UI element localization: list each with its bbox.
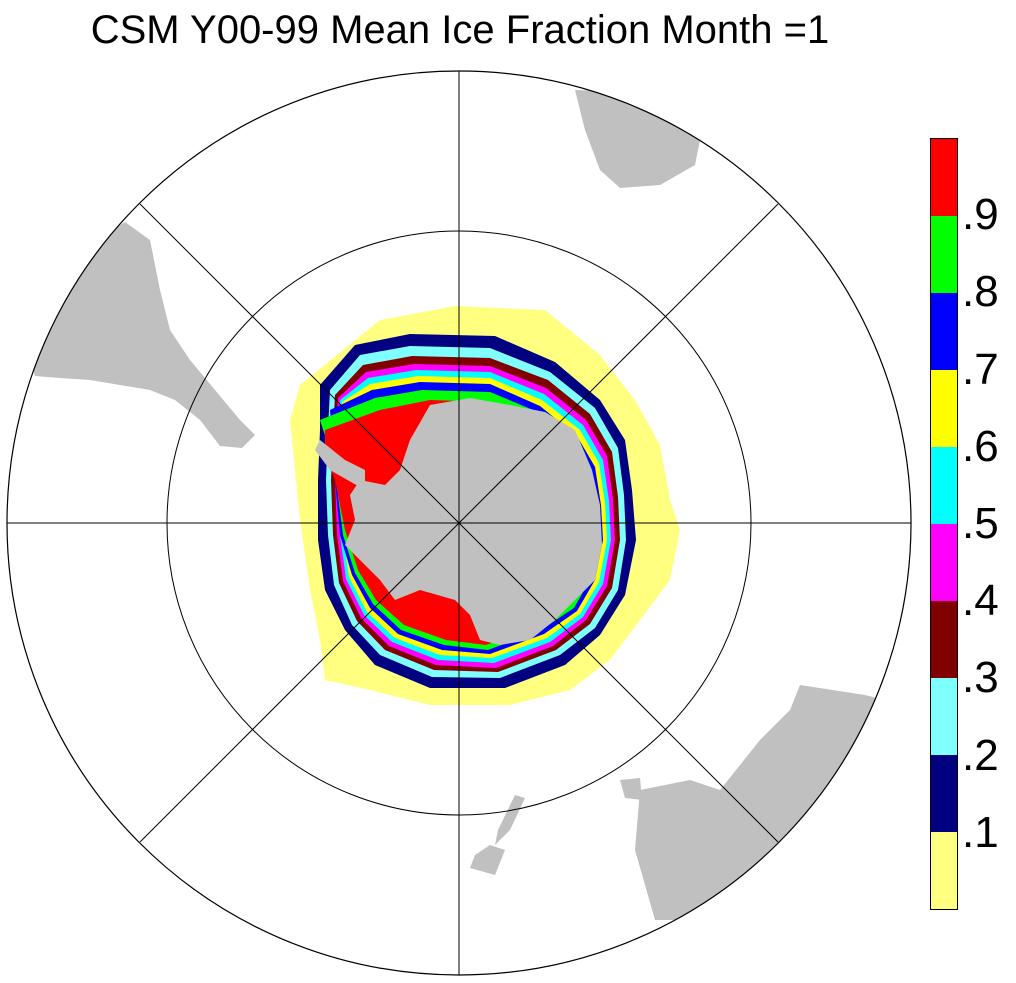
colorbar-tick-label: .2 <box>962 730 999 780</box>
colorbar-swatch <box>931 524 957 601</box>
colorbar-tick-label: .3 <box>962 653 999 703</box>
colorbar-swatch <box>931 832 957 909</box>
colorbar-tick-label: .8 <box>962 267 999 317</box>
colorbar-swatch <box>931 370 957 447</box>
colorbar-swatch <box>931 601 957 678</box>
colorbar-swatch <box>931 755 957 832</box>
colorbar-tick-label: .9 <box>962 190 999 240</box>
africa-land <box>575 90 700 188</box>
colorbar-tick-label: .7 <box>962 344 999 394</box>
polar-map <box>6 70 912 976</box>
new-zealand-land <box>470 795 525 875</box>
colorbar-tick-label: .5 <box>962 499 999 548</box>
colorbar-swatch <box>931 139 957 216</box>
colorbar-swatch <box>931 678 957 755</box>
plot-title: CSM Y00-99 Mean Ice Fraction Month =1 <box>90 8 830 52</box>
colorbar <box>930 138 958 910</box>
colorbar-tick-label: .4 <box>962 576 999 626</box>
graticule <box>7 71 911 975</box>
colorbar-tick-label: .6 <box>962 421 999 471</box>
colorbar-swatch <box>931 447 957 524</box>
colorbar-swatch <box>931 293 957 370</box>
tasmania-land <box>620 778 642 800</box>
map-boundary <box>6 70 912 976</box>
colorbar-tick-label: .1 <box>962 807 999 857</box>
colorbar-swatch <box>931 216 957 293</box>
